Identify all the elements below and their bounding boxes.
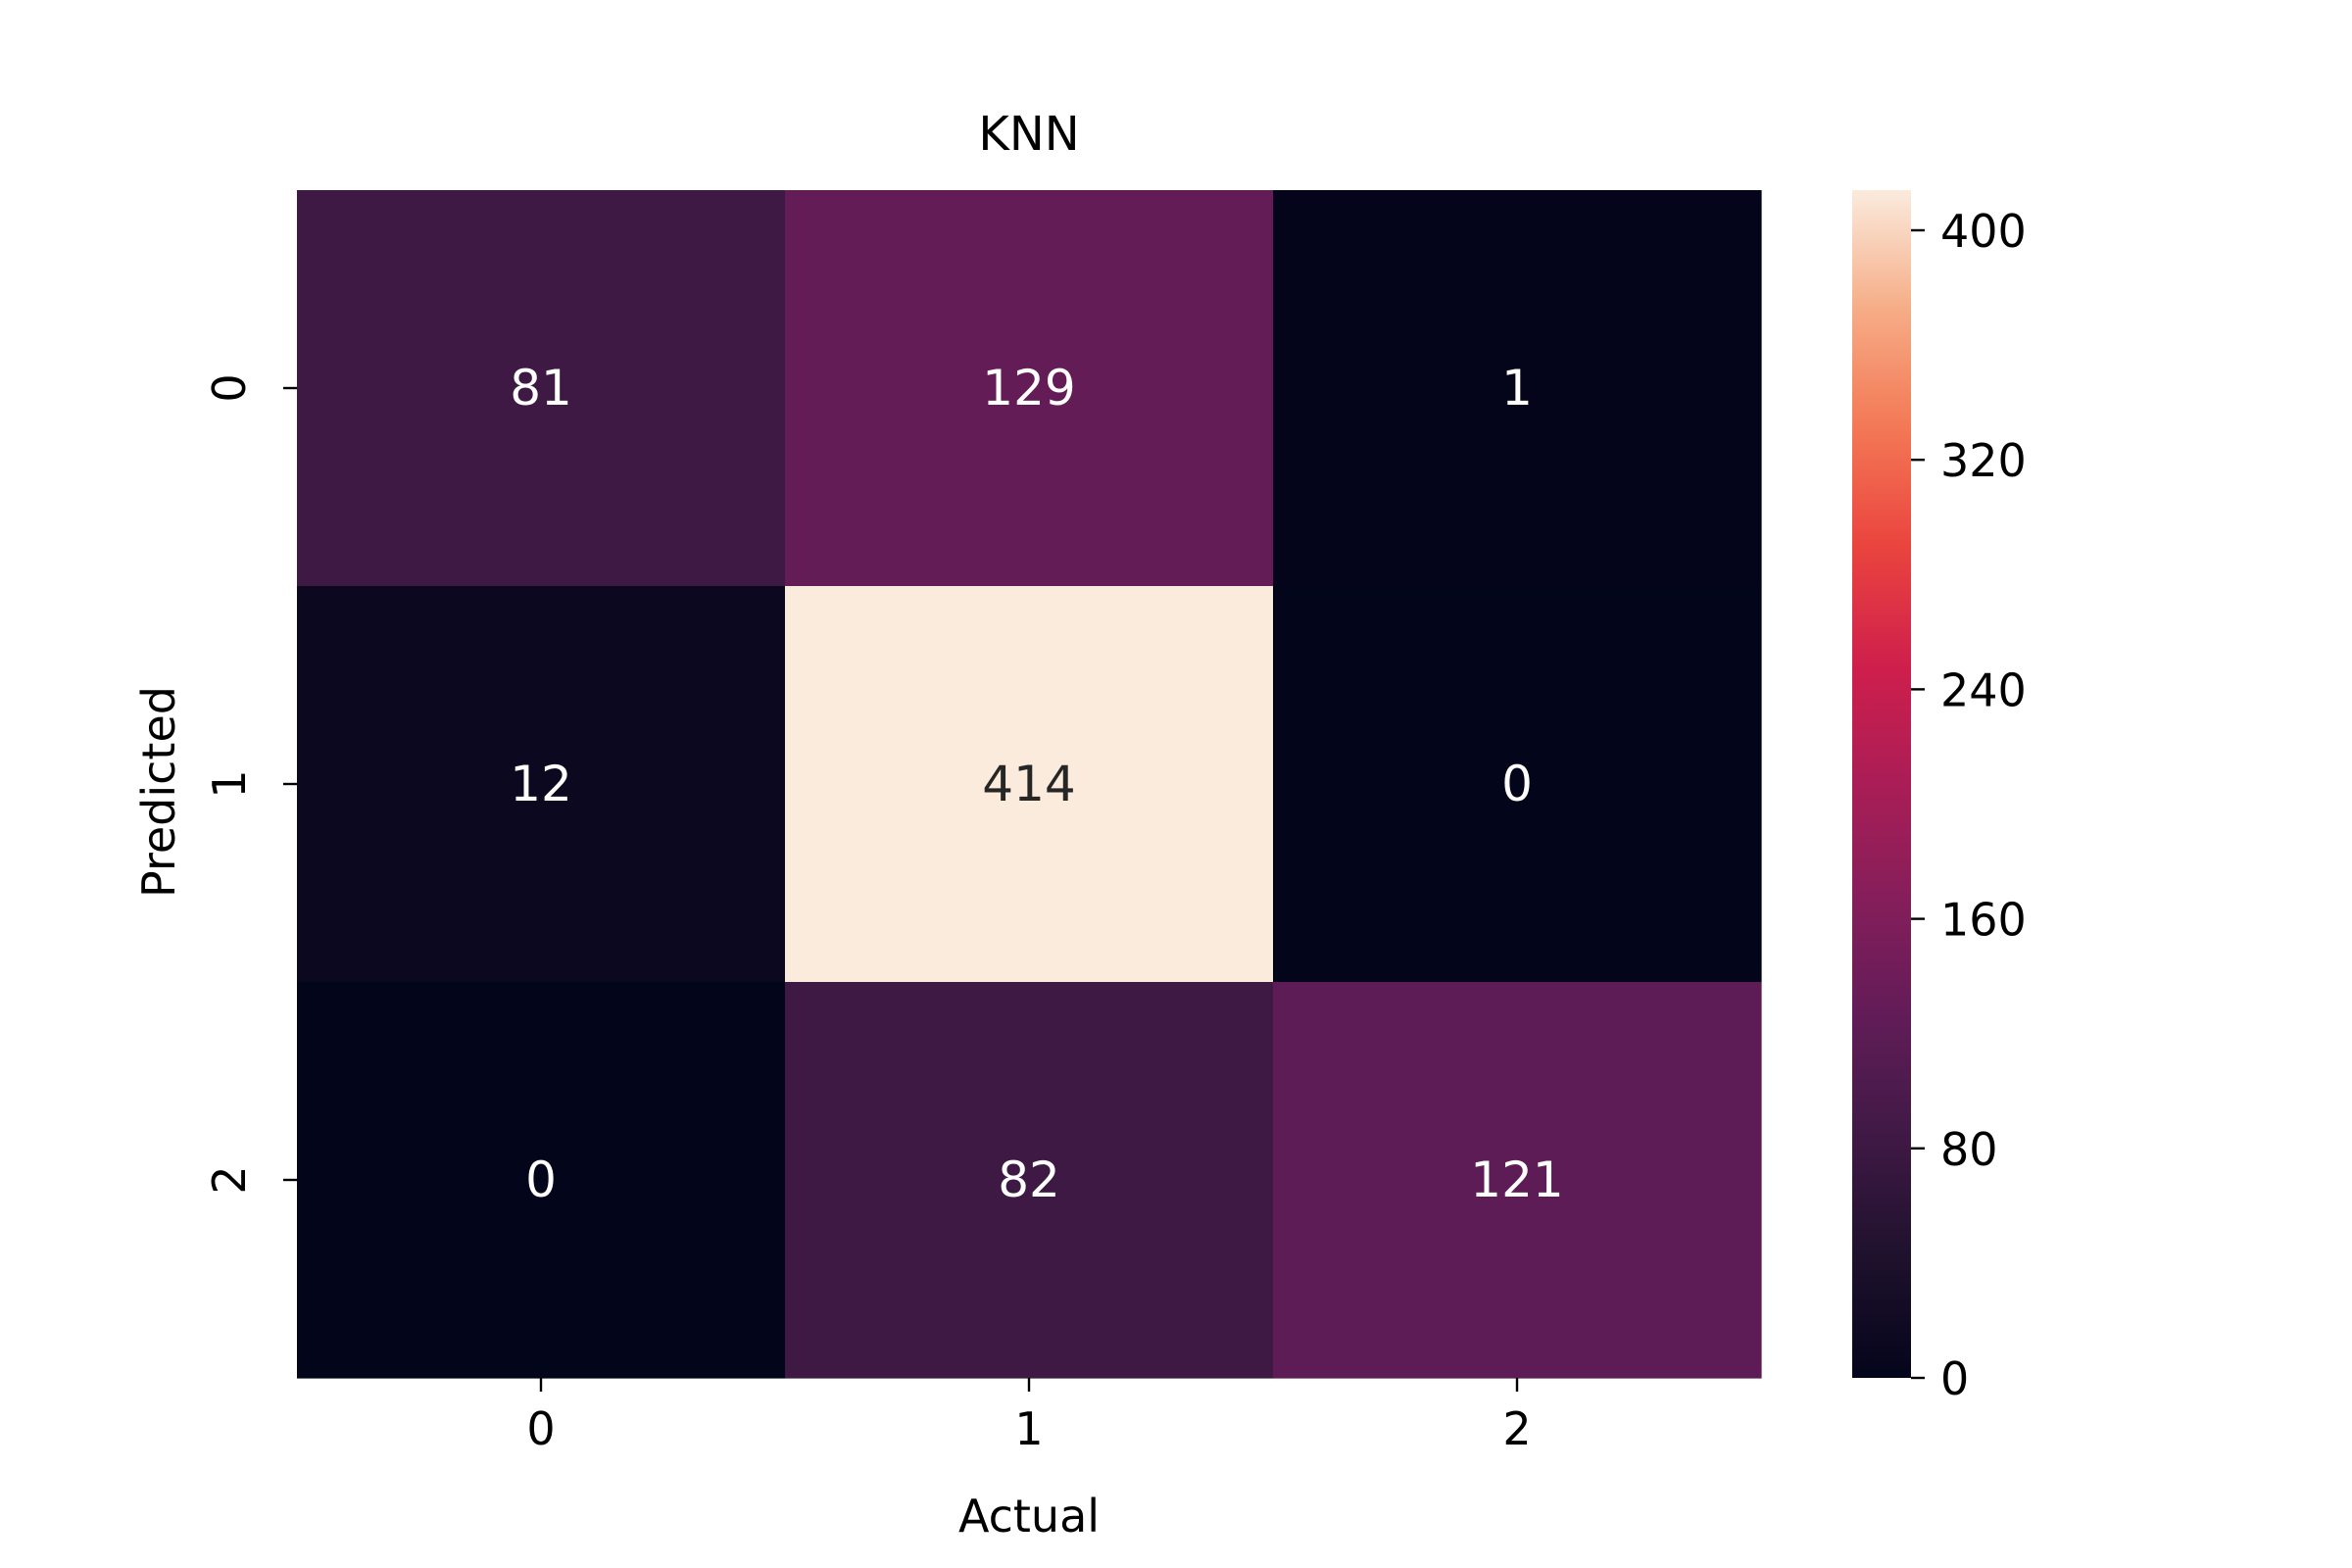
x-axis-label: Actual	[958, 1490, 1100, 1543]
colorbar-tick-label: 320	[1940, 434, 2027, 487]
y-tick-label: 2	[203, 1165, 256, 1194]
heatmap-cell	[1273, 586, 1762, 983]
chart-title: KNN	[978, 107, 1079, 162]
colorbar-tick-label: 160	[1940, 894, 2027, 947]
colorbar: 0 80 160 240 320 400	[1852, 190, 2027, 1405]
colorbar-tick-label: 400	[1940, 205, 2027, 258]
cell-value-label: 129	[982, 360, 1075, 416]
cell-value-label: 1	[1501, 360, 1533, 416]
cell-value-label: 82	[998, 1152, 1060, 1208]
heatmap-cell	[785, 982, 1274, 1379]
heatmap-cell	[297, 586, 786, 983]
heatmap-cell	[785, 190, 1274, 587]
heatmap-cell	[297, 982, 786, 1379]
colorbar-tick-label: 0	[1940, 1352, 1969, 1405]
x-tick-label: 0	[526, 1402, 555, 1455]
cell-value-label: 121	[1470, 1152, 1563, 1208]
cell-value-label: 0	[1501, 756, 1533, 812]
colorbar-tick-label: 80	[1940, 1123, 1998, 1176]
cell-value-label: 0	[525, 1152, 557, 1208]
colorbar-tick-label: 240	[1940, 663, 2027, 716]
heatmap-cell	[297, 190, 786, 587]
y-tick-label: 1	[203, 769, 256, 798]
x-tick-label: 2	[1502, 1402, 1531, 1455]
heatmap-cell	[1273, 982, 1762, 1379]
cell-value-label: 12	[510, 756, 572, 812]
colorbar-gradient	[1852, 190, 1911, 1378]
cell-value-label: 414	[982, 756, 1075, 812]
y-axis-label: Predicted	[132, 686, 185, 898]
cell-value-label: 81	[510, 360, 572, 416]
heatmap-cell	[785, 586, 1274, 983]
x-tick-label: 1	[1014, 1402, 1043, 1455]
y-tick-label: 0	[203, 373, 256, 402]
heatmap-cell	[1273, 190, 1762, 587]
heatmap-cells: 81 129 1 12 414 0 0 82 121	[297, 190, 1762, 1379]
